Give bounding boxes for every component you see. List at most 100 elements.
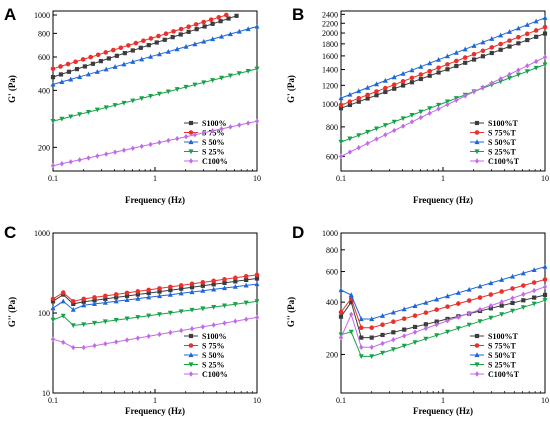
- panel-d: D 0.1 1 10 200 400 600 800 1000 Frequency (Hz) G'…: [286, 223, 549, 416]
- data-point: [146, 290, 151, 296]
- y-tick-label: 800: [326, 246, 338, 255]
- data-point: [211, 282, 216, 287]
- y-axis-label: G'' (Pa): [7, 297, 17, 327]
- data-point: [498, 32, 504, 38]
- data-point: [166, 137, 171, 144]
- data-point: [112, 103, 118, 108]
- data-point: [167, 291, 173, 297]
- data-point: [412, 313, 418, 318]
- data-point: [243, 300, 249, 306]
- data-point: [358, 316, 364, 322]
- data-point: [423, 336, 429, 342]
- data-point: [139, 56, 145, 62]
- x-axis-label: Frequency (Hz): [413, 406, 473, 416]
- x-tick-label: 10: [541, 174, 549, 183]
- legend-marker: [474, 343, 480, 348]
- data-point: [418, 76, 423, 82]
- legend-label: C100%: [202, 370, 228, 379]
- series-s50: [50, 23, 260, 87]
- data-point: [58, 72, 64, 77]
- data-point: [466, 298, 472, 303]
- data-point: [124, 290, 130, 296]
- data-point: [418, 109, 424, 115]
- data-point: [103, 66, 109, 72]
- series-s75t: [338, 24, 548, 108]
- data-point: [211, 278, 216, 284]
- data-point: [454, 58, 459, 64]
- data-point: [488, 292, 494, 297]
- x-tick-label: 0.1: [336, 174, 346, 183]
- data-point: [471, 88, 477, 95]
- data-point: [542, 54, 548, 60]
- x-tick-label: 0.1: [48, 174, 58, 183]
- data-point: [391, 319, 396, 324]
- data-point: [82, 64, 88, 69]
- data-point: [436, 56, 442, 62]
- data-point: [50, 119, 56, 124]
- data-point: [211, 304, 217, 310]
- data-point: [146, 43, 151, 48]
- data-point: [418, 63, 424, 69]
- data-point: [401, 316, 407, 321]
- data-point: [146, 287, 151, 293]
- data-point: [356, 88, 362, 94]
- data-point: [434, 307, 439, 312]
- data-point: [338, 334, 344, 341]
- data-point: [382, 123, 388, 128]
- data-point: [436, 106, 441, 112]
- data-point: [445, 67, 450, 72]
- data-point: [68, 114, 74, 120]
- data-point: [210, 128, 215, 134]
- data-point: [436, 102, 442, 108]
- data-point: [243, 274, 249, 279]
- data-point: [499, 289, 504, 294]
- data-point: [165, 48, 171, 54]
- data-point: [391, 119, 397, 125]
- legend-label: C100%: [202, 157, 228, 166]
- data-point: [254, 299, 260, 305]
- data-point: [130, 145, 135, 151]
- data-point: [532, 287, 537, 294]
- data-point: [223, 12, 229, 18]
- data-point: [154, 40, 159, 45]
- data-point: [50, 66, 56, 72]
- data-point: [383, 89, 388, 95]
- data-point: [81, 344, 86, 351]
- legend-label: C100%T: [488, 370, 520, 379]
- legend-label: S100%: [202, 119, 226, 128]
- data-point: [542, 298, 548, 303]
- data-point: [135, 335, 140, 341]
- data-point: [454, 63, 459, 69]
- legend-marker: [474, 158, 480, 164]
- x-tick-label: 1: [441, 174, 445, 183]
- data-point: [489, 80, 494, 86]
- data-point: [466, 322, 472, 328]
- data-point: [174, 46, 180, 52]
- data-point: [412, 340, 418, 346]
- data-point: [365, 92, 370, 98]
- data-point: [390, 347, 396, 353]
- data-point: [498, 76, 503, 82]
- data-point: [524, 31, 530, 37]
- data-point: [70, 306, 76, 312]
- data-point: [189, 281, 195, 287]
- data-point: [434, 296, 440, 302]
- series-line: [52, 68, 258, 122]
- data-point: [183, 133, 189, 140]
- data-point: [531, 267, 537, 273]
- data-point: [218, 19, 223, 24]
- data-point: [121, 147, 127, 153]
- y-tick-label: 2200: [322, 19, 338, 28]
- data-point: [338, 309, 344, 315]
- data-point: [542, 263, 548, 269]
- legend-marker: [474, 371, 480, 377]
- data-point: [139, 96, 145, 102]
- data-point: [245, 68, 251, 74]
- data-point: [124, 293, 130, 299]
- y-tick-label: 1800: [322, 40, 338, 49]
- data-point: [138, 45, 143, 50]
- data-point: [477, 295, 483, 300]
- data-point: [373, 126, 379, 132]
- series-line: [340, 266, 546, 320]
- data-point: [124, 297, 130, 303]
